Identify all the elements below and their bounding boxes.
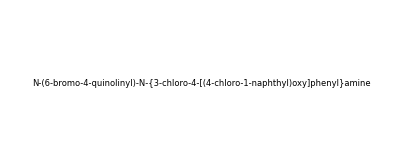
Text: N-(6-bromo-4-quinolinyl)-N-{3-chloro-4-[(4-chloro-1-naphthyl)oxy]phenyl}amine: N-(6-bromo-4-quinolinyl)-N-{3-chloro-4-[…: [32, 79, 369, 88]
